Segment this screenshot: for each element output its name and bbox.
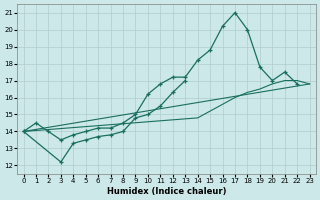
X-axis label: Humidex (Indice chaleur): Humidex (Indice chaleur) [107,187,226,196]
